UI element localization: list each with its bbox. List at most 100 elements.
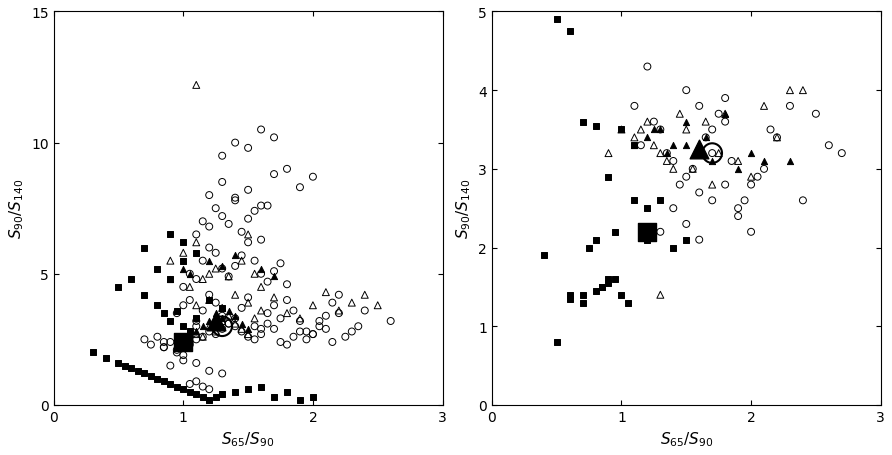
Point — [176, 302, 190, 309]
Point — [640, 205, 655, 212]
Point — [215, 323, 229, 330]
Point — [241, 187, 255, 194]
Point — [163, 276, 178, 283]
Point — [183, 336, 197, 343]
Point — [150, 265, 164, 273]
Point — [124, 276, 138, 283]
Point — [615, 126, 629, 134]
Point — [254, 202, 268, 210]
Point — [267, 134, 281, 142]
Point — [318, 325, 333, 333]
Point — [698, 134, 713, 142]
Point — [215, 304, 229, 312]
Point — [215, 315, 229, 322]
Point — [189, 250, 203, 257]
Point — [202, 396, 217, 404]
Point — [705, 158, 719, 165]
Point — [221, 307, 235, 314]
Point — [247, 258, 261, 265]
Point — [118, 362, 132, 369]
Point — [195, 323, 210, 330]
Point — [189, 276, 203, 283]
Point — [293, 315, 307, 322]
Point — [300, 328, 314, 335]
Point — [273, 260, 287, 268]
Point — [770, 134, 784, 142]
Point — [221, 320, 235, 328]
Point — [267, 294, 281, 301]
Point — [563, 28, 577, 35]
Point — [163, 276, 178, 283]
Point — [738, 197, 752, 204]
Point — [228, 388, 243, 395]
Point — [163, 339, 178, 346]
Point — [653, 292, 667, 299]
Point — [589, 288, 603, 295]
Point — [215, 179, 229, 186]
Point — [183, 271, 197, 278]
Point — [183, 297, 197, 304]
Point — [195, 218, 210, 226]
Point — [280, 310, 294, 317]
Point — [131, 367, 145, 374]
Point — [312, 323, 326, 330]
Point — [640, 64, 655, 71]
Point — [241, 239, 255, 247]
Point — [195, 334, 210, 341]
Point — [666, 142, 681, 150]
Point — [673, 111, 687, 118]
Point — [764, 126, 778, 134]
Point — [705, 150, 719, 157]
Point — [169, 307, 184, 314]
Point — [686, 166, 700, 173]
Point — [660, 158, 674, 165]
Point — [254, 265, 268, 273]
Point — [150, 302, 164, 309]
Point — [338, 334, 352, 341]
Point — [280, 388, 294, 395]
Point — [235, 328, 249, 335]
Point — [157, 339, 171, 346]
Point — [607, 229, 622, 236]
Point — [215, 391, 229, 398]
Point — [112, 283, 126, 291]
Point — [247, 208, 261, 215]
Point — [260, 202, 275, 210]
Point — [757, 158, 772, 165]
Point — [241, 145, 255, 152]
Point — [757, 103, 772, 110]
Point — [744, 174, 758, 181]
Point — [273, 339, 287, 346]
Point — [633, 142, 648, 150]
Point — [724, 158, 739, 165]
X-axis label: $S_{65}/S_{90}$: $S_{65}/S_{90}$ — [659, 430, 713, 448]
Point — [809, 111, 823, 118]
Point — [157, 310, 171, 317]
Point — [673, 182, 687, 189]
Point — [698, 134, 713, 142]
Point — [698, 119, 713, 126]
Point — [300, 336, 314, 343]
Point — [344, 299, 359, 307]
Point — [384, 318, 398, 325]
Point — [692, 142, 706, 150]
Point — [163, 258, 178, 265]
Point — [183, 380, 197, 388]
Point — [692, 150, 706, 157]
Point — [653, 150, 667, 157]
Point — [183, 341, 197, 349]
Point — [647, 126, 661, 134]
Point — [235, 304, 249, 312]
Point — [189, 331, 203, 338]
Point — [595, 283, 609, 291]
Point — [221, 273, 235, 280]
Point — [215, 304, 229, 312]
Point — [202, 297, 217, 304]
Point — [169, 383, 184, 390]
Point — [221, 313, 235, 320]
Point — [280, 341, 294, 349]
Point — [783, 87, 797, 95]
Point — [247, 315, 261, 322]
Point — [150, 375, 164, 383]
Point — [189, 318, 203, 325]
